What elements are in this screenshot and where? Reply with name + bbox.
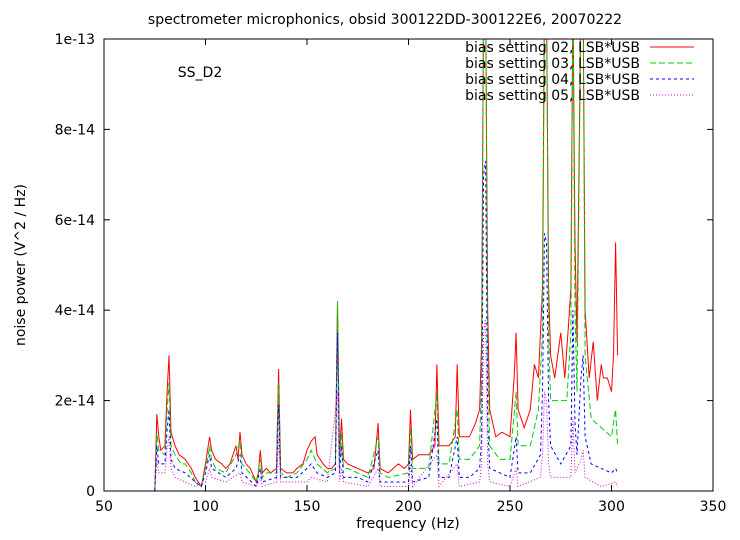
x-tick-label: 50 (95, 499, 113, 515)
y-axis-label: noise power (V^2 / Hz) (13, 184, 29, 346)
y-tick-label: 8e-14 (55, 122, 95, 138)
chart-annotation: SS_D2 (178, 65, 222, 81)
series-line-4 (154, 319, 619, 491)
x-tick-label: 250 (497, 499, 524, 515)
legend-label-3: bias setting 04, LSB*USB (465, 72, 640, 88)
legend-label-1: bias setting 02, LSB*USB (465, 40, 640, 56)
legend-label-2: bias setting 03, LSB*USB (465, 56, 640, 72)
y-tick-label: 1e-13 (55, 32, 95, 48)
series-line-2 (154, 39, 619, 491)
x-tick-label: 150 (294, 499, 321, 515)
plot-frame (103, 38, 714, 492)
x-tick-label: 350 (700, 499, 727, 515)
tick-layer: 50 100 150 200 250 300 350 0 2e-14 4e-14 6e-14 8e-1… (55, 32, 727, 515)
x-tick-label: 200 (395, 499, 422, 515)
x-tick-label: 100 (192, 499, 219, 515)
plot-area (154, 39, 619, 491)
legend-label-4: bias setting 05, LSB*USB (465, 88, 640, 104)
y-tick-label: 6e-14 (55, 213, 95, 229)
y-tick-label: 4e-14 (55, 303, 95, 319)
series-line-1 (154, 39, 619, 491)
chart-title: spectrometer microphonics, obsid 300122D… (148, 12, 622, 28)
x-tick-label: 300 (598, 499, 625, 515)
y-tick-label: 2e-14 (55, 394, 95, 410)
x-axis-label: frequency (Hz) (356, 516, 459, 532)
y-tick-label: 0 (86, 484, 95, 500)
